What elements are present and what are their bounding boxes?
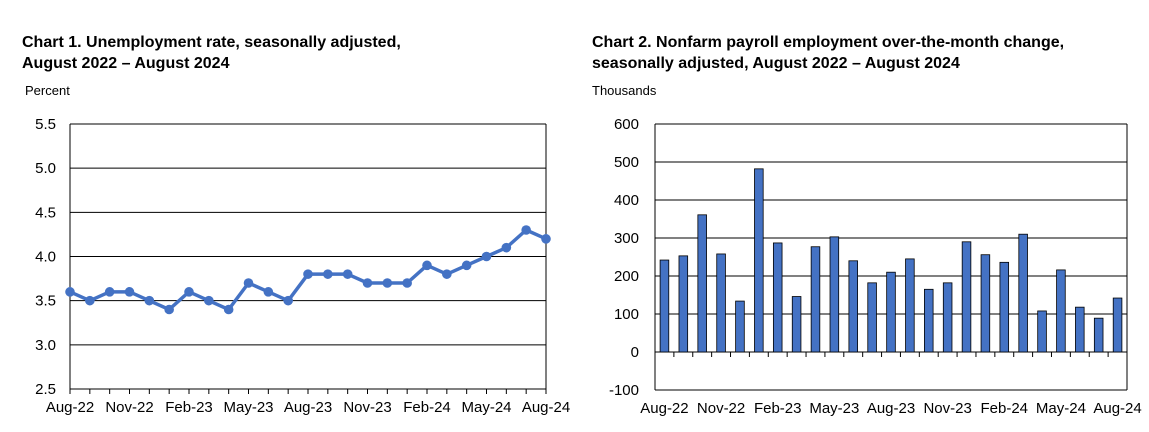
chart2-xtick-label: Aug-24 (1093, 400, 1141, 417)
chart1-xtick-label: Nov-23 (343, 399, 391, 416)
chart2-bar (999, 261, 1010, 353)
chart1-ytick-label: 3.0 (35, 337, 56, 354)
chart1-point (204, 295, 214, 306)
chart1-ytick-label: 5.5 (35, 116, 56, 133)
chart1-y-unit: Percent (25, 83, 70, 98)
chart1-point (342, 269, 353, 279)
chart1-point (164, 304, 174, 315)
chart2-ytick-label: 200 (614, 268, 639, 285)
chart1-ytick-label: 5.0 (35, 160, 56, 177)
chart1-xtick-label: Feb-23 (165, 399, 213, 416)
chart1-point (362, 278, 373, 288)
chart1-point (283, 295, 293, 306)
chart2-bar (791, 296, 802, 353)
chart1-point (402, 278, 412, 288)
chart2-bar (659, 259, 670, 353)
chart2-title-line2: seasonally adjusted, August 2022 – Augus… (592, 55, 960, 72)
chart1-xtick-label: May-23 (223, 399, 273, 416)
chart1-point (422, 260, 432, 271)
chart2-xtick-label: Nov-22 (697, 400, 745, 417)
chart2-bar (810, 246, 821, 353)
chart2-ytick-label: 400 (614, 192, 639, 209)
chart2-bar (735, 300, 745, 353)
chart1-point (124, 287, 135, 297)
chart1-point (263, 287, 274, 297)
chart2-bar (905, 258, 915, 353)
chart2-ytick-label: 600 (614, 116, 639, 133)
chart1-point (184, 287, 194, 297)
chart2-bar (754, 168, 764, 353)
chart2-bar (886, 271, 896, 353)
chart2-ytick-label: 500 (614, 154, 639, 171)
chart1-point (501, 242, 512, 253)
chart1-xtick-label: May-24 (461, 399, 511, 416)
chart2-title-line1: Chart 2. Nonfarm payroll employment over… (592, 34, 1065, 51)
chart1-point (223, 304, 234, 315)
chart2-xtick-label: Nov-23 (923, 400, 971, 417)
chart2-bar (867, 282, 877, 353)
chart1-point (442, 269, 452, 279)
chart1-point (461, 260, 472, 271)
chart1-point (104, 287, 115, 297)
chart1-point (144, 295, 155, 306)
chart2-title: Chart 2. Nonfarm payroll employment over… (592, 32, 1064, 74)
chart2-xtick-label: Aug-22 (640, 400, 688, 417)
chart2-bar (980, 254, 991, 353)
chart2-bar (1018, 233, 1028, 353)
chart1-point (303, 269, 313, 279)
chart1-ytick-label: 4.0 (35, 249, 56, 266)
chart2-bar (1037, 310, 1047, 353)
chart2-bar (924, 288, 934, 353)
chart1-point (65, 287, 75, 297)
chart2-bar (961, 241, 972, 353)
chart2-xtick-label: May-24 (1036, 400, 1086, 417)
chart2-ytick-label: -100 (609, 382, 639, 399)
chart1-title-line2: August 2022 – August 2024 (22, 55, 230, 72)
chart1-xtick-label: Feb-24 (403, 399, 451, 416)
chart2-bar (1093, 317, 1104, 353)
chart1-point (323, 269, 333, 279)
chart1-point (85, 295, 95, 306)
chart1-point (382, 278, 393, 288)
chart1-point (243, 278, 254, 288)
chart2-bar (716, 253, 726, 353)
chart1-ytick-label: 4.5 (35, 204, 56, 221)
chart2-xtick-label: Feb-24 (981, 400, 1029, 417)
chart2-xtick-label: Aug-23 (867, 400, 915, 417)
chart1-xtick-label: Aug-22 (46, 399, 94, 416)
chart2-bar (829, 236, 840, 353)
chart2-bar (1112, 297, 1123, 353)
chart2-bar (678, 255, 689, 353)
chart2-bar (697, 214, 707, 353)
chart2-ytick-label: 300 (614, 230, 639, 247)
chart2-y-unit: Thousands (592, 83, 657, 98)
chart1-title: Chart 1. Unemployment rate, seasonally a… (22, 32, 401, 74)
chart1-ytick-label: 2.5 (35, 381, 56, 398)
chart1-point (481, 251, 492, 262)
chart1-point (541, 234, 551, 244)
chart2-xtick-label: May-23 (809, 400, 859, 417)
chart2-xtick-label: Feb-23 (754, 400, 802, 417)
chart2-bar (1056, 269, 1066, 353)
chart1-xtick-label: Aug-24 (522, 399, 570, 416)
chart2-ytick-label: 0 (631, 344, 639, 361)
chart1-point (521, 225, 531, 235)
chart1-title-line1: Chart 1. Unemployment rate, seasonally a… (22, 34, 401, 51)
chart2-bar (772, 242, 783, 353)
chart1-xtick-label: Aug-23 (284, 399, 332, 416)
chart2-bar (1075, 306, 1085, 353)
chart2-bar (848, 260, 858, 353)
chart2-ytick-label: 100 (614, 306, 639, 323)
chart2-bar (942, 282, 953, 353)
chart1-xtick-label: Nov-22 (105, 399, 153, 416)
chart1-ytick-label: 3.5 (35, 293, 56, 310)
